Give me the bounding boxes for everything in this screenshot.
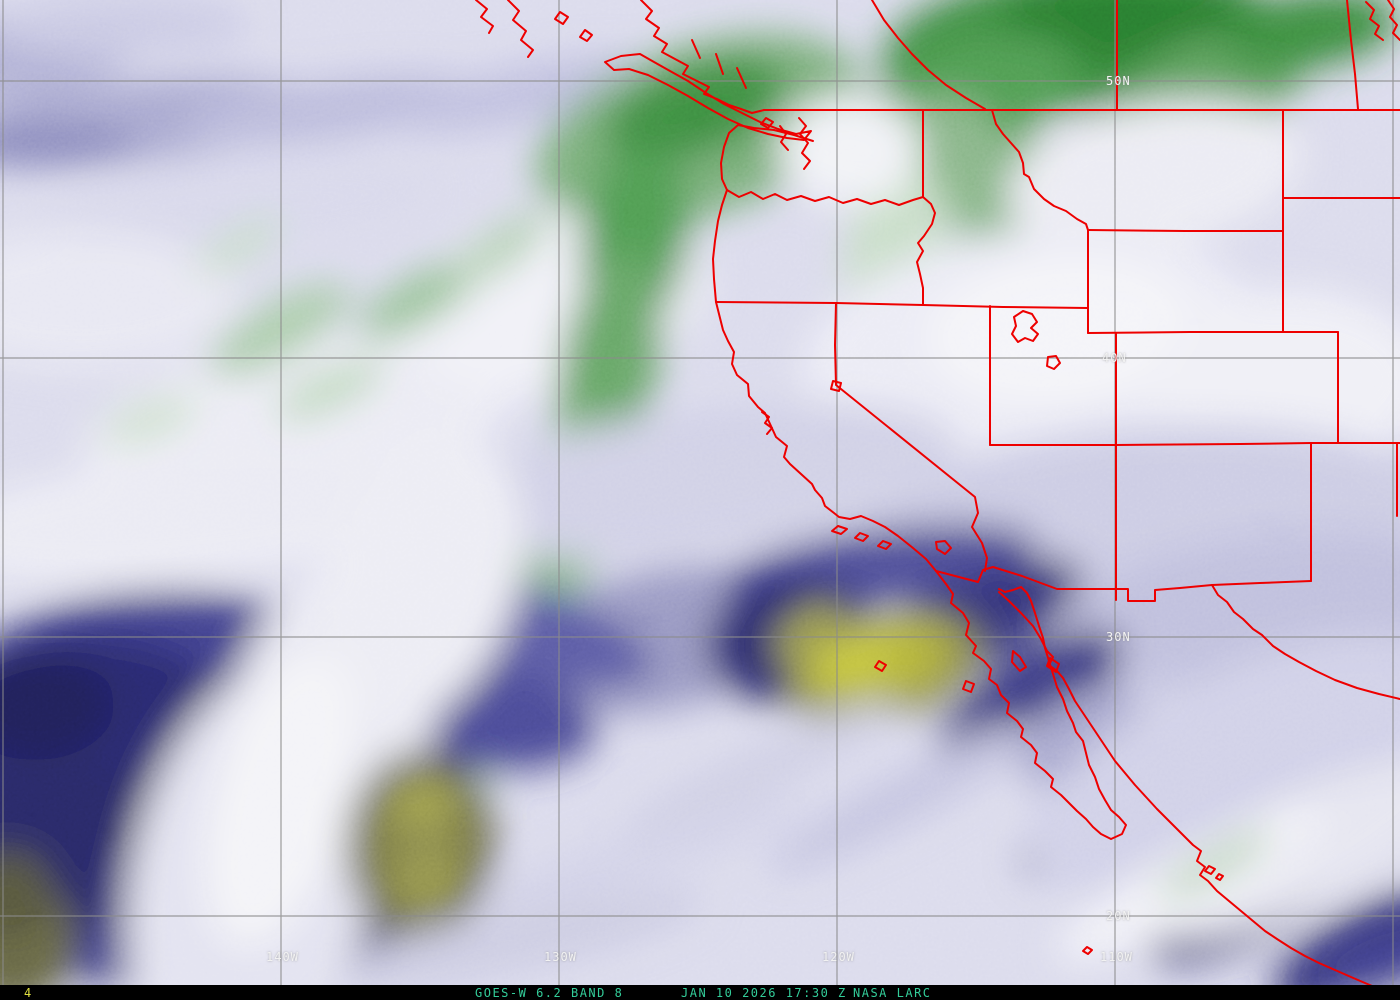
longitude-label-140w: 140W (266, 950, 299, 964)
latitude-label-40n: 40N (1102, 351, 1127, 365)
credit-label: NASA LARC (853, 986, 932, 1000)
caption-bar: 4 GOES-W 6.2 BAND 8 JAN 10 2026 17:30 Z … (0, 985, 1400, 1000)
latitude-label-20n: 20N (1106, 909, 1131, 923)
latitude-label-30n: 30N (1106, 630, 1131, 644)
datetime-label: JAN 10 2026 17:30 Z (681, 986, 847, 1000)
longitude-label-120w: 120W (822, 950, 855, 964)
frame-number-label: 4 (24, 986, 32, 1000)
latitude-label-50n: 50N (1106, 74, 1131, 88)
political-boundaries (475, 0, 1400, 989)
longitude-label-130w: 130W (544, 950, 577, 964)
longitude-label-110w: 110W (1100, 950, 1133, 964)
satellite-product-label: GOES-W 6.2 BAND 8 (475, 986, 624, 1000)
